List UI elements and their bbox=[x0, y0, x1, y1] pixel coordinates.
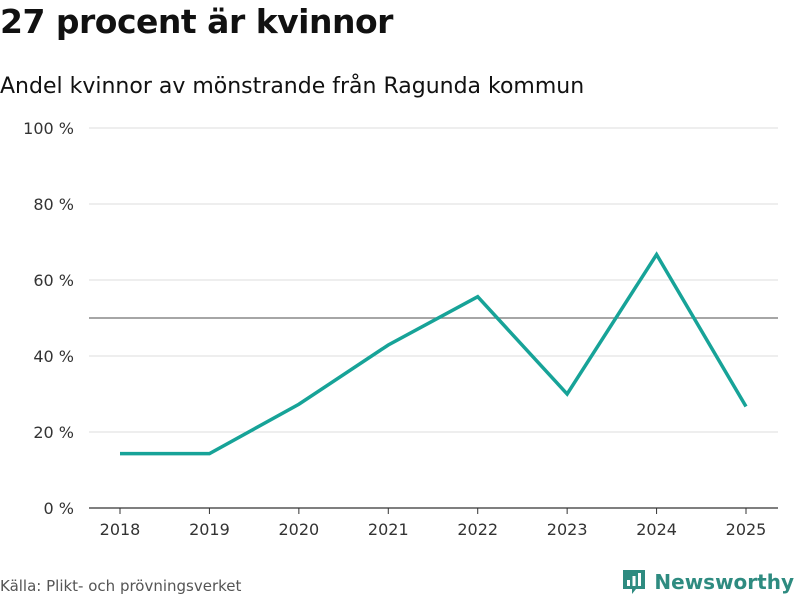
brand: Newsworthy bbox=[621, 568, 794, 596]
brand-name: Newsworthy bbox=[654, 570, 794, 594]
x-tick-label: 2021 bbox=[368, 520, 409, 539]
y-tick-label: 100 % bbox=[23, 119, 74, 138]
y-tick-label: 0 % bbox=[44, 499, 74, 518]
chart-title: 27 procent är kvinnor bbox=[0, 2, 393, 41]
y-tick-label: 40 % bbox=[33, 347, 74, 366]
x-tick-label: 2020 bbox=[278, 520, 319, 539]
x-tick-label: 2018 bbox=[100, 520, 141, 539]
x-tick-label: 2023 bbox=[547, 520, 588, 539]
x-tick-label: 2019 bbox=[189, 520, 230, 539]
y-tick-label: 20 % bbox=[33, 423, 74, 442]
y-tick-label: 60 % bbox=[33, 271, 74, 290]
newsworthy-logo-icon bbox=[623, 570, 646, 594]
y-tick-label: 80 % bbox=[33, 195, 74, 214]
x-tick-label: 2022 bbox=[457, 520, 498, 539]
chart-subtitle: Andel kvinnor av mönstrande från Ragunda… bbox=[0, 74, 585, 99]
x-tick-label: 2024 bbox=[636, 520, 677, 539]
series-line bbox=[120, 251, 748, 456]
x-tick-label: 2025 bbox=[726, 520, 767, 539]
source-note: Källa: Plikt- och prövningsverket bbox=[0, 577, 242, 595]
line-chart: 0 % 20 % 40 % 60 % 80 % 100 % 2018 2019 2020 2021… bbox=[23, 119, 778, 539]
